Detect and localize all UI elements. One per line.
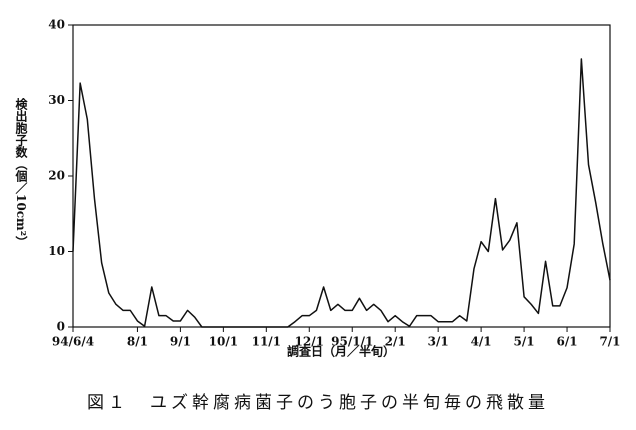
x-axis-label: 調査日（月／半旬） xyxy=(287,344,395,359)
y-axis-label: 検出胞子数（個／10cm²） xyxy=(14,98,28,248)
x-tick-label: 11/1 xyxy=(252,335,281,349)
x-tick-label: 95/1/1 xyxy=(331,335,373,349)
plot-frame xyxy=(72,24,611,328)
y-tick-label: 10 xyxy=(48,244,65,258)
data-line xyxy=(72,58,611,328)
y-tick-label: 40 xyxy=(48,18,65,32)
x-tick-label: 6/1 xyxy=(556,335,577,349)
x-tick-label: 3/1 xyxy=(428,335,449,349)
y-tick-label: 0 xyxy=(57,320,65,334)
x-tick-label: 7/1 xyxy=(599,335,620,349)
x-tick-label: 12/1 xyxy=(295,335,324,349)
x-tick-label: 94/6/4 xyxy=(52,335,94,349)
x-tick-label: 2/1 xyxy=(385,335,406,349)
x-tick-label: 4/1 xyxy=(471,335,492,349)
y-tick-label: 30 xyxy=(48,93,65,107)
x-tick-label: 10/1 xyxy=(209,335,238,349)
x-tick-label: 9/1 xyxy=(170,335,191,349)
x-tick-label: 5/1 xyxy=(514,335,535,349)
y-tick-label: 20 xyxy=(48,169,65,183)
x-tick-label: 8/1 xyxy=(127,335,148,349)
caption: 図１ ユズ幹腐病菌子のう胞子の半旬毎の飛散量 xyxy=(87,393,549,413)
